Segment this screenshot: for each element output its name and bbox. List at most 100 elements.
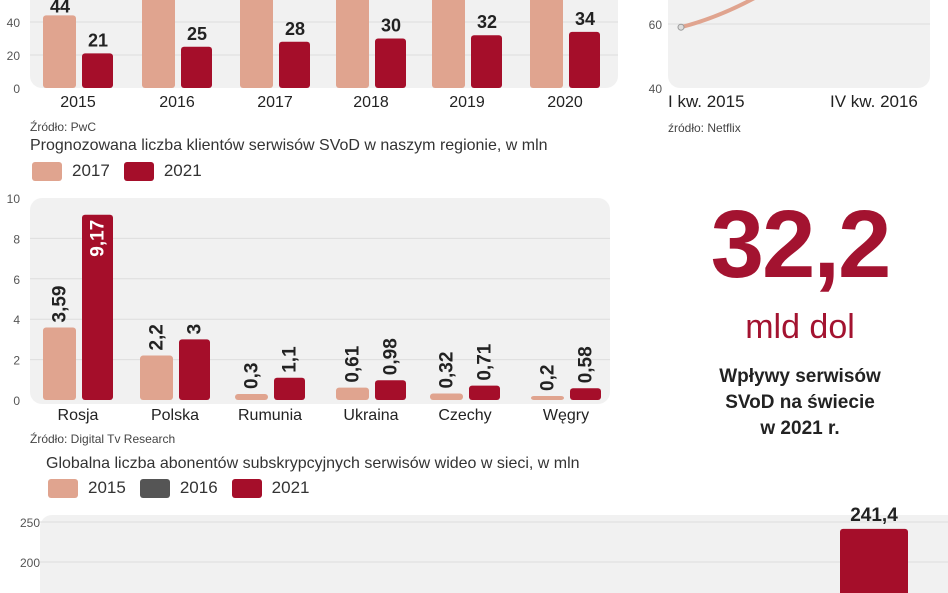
bar-light xyxy=(432,0,465,88)
x-tick-label: Węgry xyxy=(543,407,589,424)
plot-background xyxy=(30,0,618,88)
legend-label-2021: 2021 xyxy=(163,161,202,180)
y-tick-label: 2 xyxy=(13,354,20,368)
bar-light xyxy=(530,0,563,88)
bar-2017 xyxy=(336,387,369,400)
y-tick-label: 8 xyxy=(13,232,20,246)
source-digital-tv: Źródło: Digital Tv Research xyxy=(30,432,176,446)
bar-dark xyxy=(82,53,113,88)
highlight-desc-line: SVoD na świecie xyxy=(725,392,875,413)
legend-swatch-2016 xyxy=(139,478,170,498)
bar-value-label: 9,17 xyxy=(88,220,109,257)
bar-2021 xyxy=(375,380,406,400)
x-tick-label: 2015 xyxy=(60,94,96,111)
bar-value-label: 44 xyxy=(50,0,70,16)
x-tick-label: Czechy xyxy=(438,407,491,424)
y-tick-label: 20 xyxy=(7,49,21,63)
bar-value-label: 34 xyxy=(575,9,595,29)
bar-value-label: 0,71 xyxy=(475,343,496,380)
bar-2017 xyxy=(531,395,564,400)
bar-dark xyxy=(279,41,310,88)
region-chart-title: Prognozowana liczba klientów serwisów SV… xyxy=(30,137,548,154)
bar-2017 xyxy=(430,393,463,400)
legend-swatch-2021 xyxy=(231,478,262,498)
bar-dark xyxy=(181,46,212,88)
source-netflix: źródło: Netflix xyxy=(668,121,741,135)
legend-label-2017: 2017 xyxy=(72,161,110,180)
bar-value-label: 1,1 xyxy=(280,346,301,373)
bar-value-label: 32 xyxy=(477,12,497,32)
x-tick-label: Rumunia xyxy=(238,407,302,424)
source-pwc: Źródło: PwC xyxy=(30,120,97,134)
bar-light xyxy=(43,15,76,88)
y-tick-label: 200 xyxy=(20,556,40,570)
highlight-description: Wpływy serwisów SVoD na świecie w 2021 r… xyxy=(690,364,910,442)
x-tick-label: 2019 xyxy=(449,94,485,111)
bar-2021 xyxy=(469,385,500,400)
bar-dark xyxy=(471,35,502,88)
bar-value-label: 0,2 xyxy=(538,365,559,391)
line-series xyxy=(680,0,755,30)
x-tick-label: 2017 xyxy=(257,94,293,111)
y-tick-label: 0 xyxy=(13,394,20,408)
bar-value-label: 25 xyxy=(187,24,207,44)
global-chart-title: Globalna liczba abonentów subskrypcyjnyc… xyxy=(46,455,580,472)
plot-background xyxy=(668,0,930,88)
bar-2021 xyxy=(274,377,305,400)
highlight-desc-line: w 2021 r. xyxy=(760,418,840,439)
legend-label-2015: 2015 xyxy=(88,478,126,497)
bar-light xyxy=(336,0,369,88)
legend-swatch-2017 xyxy=(32,161,62,181)
bar-value-label: 21 xyxy=(88,30,108,50)
y-tick-label: 250 xyxy=(20,516,40,530)
plot-background xyxy=(40,515,948,593)
highlight-value: 32,2 xyxy=(710,191,892,298)
y-tick-label: 0 xyxy=(13,82,20,96)
x-tick-label: 2016 xyxy=(159,94,195,111)
bar-2021 xyxy=(82,214,113,400)
bar-value-label: 0,32 xyxy=(437,352,458,389)
x-tick-label: 2018 xyxy=(353,94,389,111)
highlight-unit: mld dol xyxy=(745,308,855,346)
bar-value-label: 0,3 xyxy=(242,363,263,389)
bar-value-label: 241,4 xyxy=(850,505,898,526)
x-tick-label: Ukraina xyxy=(343,407,398,424)
bar-2017 xyxy=(140,355,173,400)
line-x-label-start: I kw. 2015 xyxy=(668,92,745,111)
y-tick-label: 10 xyxy=(7,192,21,206)
bar-light xyxy=(142,0,175,88)
bar-value-label: 0,58 xyxy=(576,346,597,383)
x-tick-label: Rosja xyxy=(58,407,99,424)
y-tick-label: 4 xyxy=(13,313,20,327)
bar-dark xyxy=(375,38,406,88)
x-tick-label: Polska xyxy=(151,407,199,424)
bar-value-label: 0,61 xyxy=(343,345,364,382)
bar-value-label: 2,2 xyxy=(147,324,168,350)
global-legend: 2015 2016 2021 xyxy=(48,478,309,498)
bar-2017 xyxy=(235,393,268,400)
bar-2017 xyxy=(43,327,76,400)
bar-value-label: 3,59 xyxy=(50,285,71,322)
y-tick-label: 40 xyxy=(649,82,663,96)
plot-background xyxy=(30,198,610,404)
bar-2021 xyxy=(179,339,210,400)
y-tick-label: 6 xyxy=(13,273,20,287)
bar-2021 xyxy=(840,528,908,593)
line-point xyxy=(677,23,685,31)
region-legend: 2017 2021 xyxy=(32,161,202,181)
highlight-desc-line: Wpływy serwisów xyxy=(719,366,881,387)
bar-value-label: 3 xyxy=(185,324,206,335)
bar-dark xyxy=(569,31,600,88)
line-x-label-end: IV kw. 2016 xyxy=(830,92,918,111)
bar-2021 xyxy=(570,388,601,400)
legend-label-2021-global: 2021 xyxy=(271,478,310,497)
x-tick-label: 2020 xyxy=(547,94,583,111)
legend-swatch-2015 xyxy=(48,478,78,498)
y-tick-label: 40 xyxy=(7,16,21,30)
legend-label-2016: 2016 xyxy=(179,478,218,497)
bar-value-label: 28 xyxy=(285,19,305,39)
bar-value-label: 30 xyxy=(381,16,401,36)
y-tick-label: 60 xyxy=(649,18,663,32)
legend-swatch-2021 xyxy=(123,161,154,181)
